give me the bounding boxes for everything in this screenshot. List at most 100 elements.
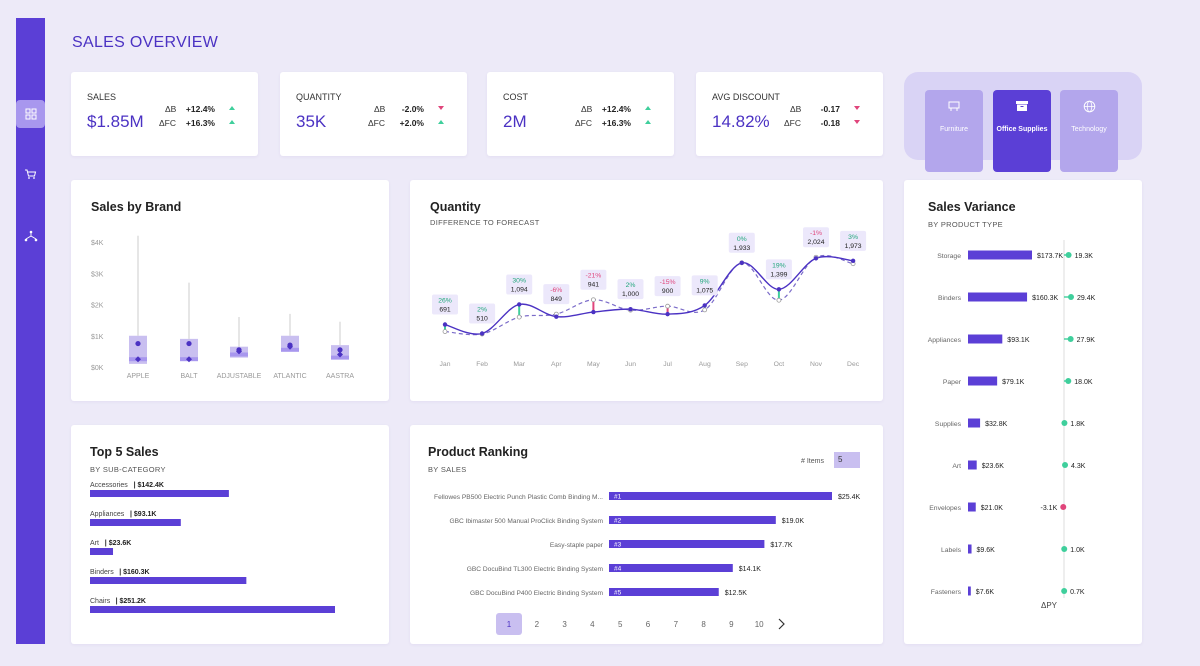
value-label: $32.8K <box>985 421 1008 428</box>
x-tick-label: Jan <box>440 361 451 368</box>
bar <box>90 577 247 584</box>
kpi-delta-value: +16.3% <box>185 118 215 128</box>
sales-variance-card: Sales Variance BY PRODUCT TYPE Storage $1… <box>904 180 1142 644</box>
category-label: Envelopes <box>929 505 961 512</box>
variance-label: -15% <box>660 279 676 286</box>
delta-point <box>1067 336 1074 342</box>
chevron-right-icon <box>778 618 785 630</box>
data-label-box <box>617 279 644 300</box>
value-bar <box>968 460 977 470</box>
value-label: 691 <box>439 307 451 314</box>
value-label: $23.6K <box>982 463 1005 470</box>
data-label-box <box>691 275 718 296</box>
category-button-technology[interactable]: Technology <box>1060 90 1118 172</box>
kpi-label: COST <box>503 92 529 102</box>
bar <box>90 548 114 555</box>
data-label-box <box>765 259 792 280</box>
cart-nav-button[interactable] <box>16 160 45 188</box>
data-label-box <box>432 294 458 315</box>
page-button-1[interactable]: 1 <box>496 613 522 635</box>
x-tick-label: Jun <box>625 361 636 368</box>
product-label: GBC DocuBind TL300 Electric Binding Syst… <box>467 566 604 573</box>
value-bar <box>968 502 976 512</box>
delta-label: 1.0K <box>1070 547 1085 554</box>
page-button-10[interactable]: 10 <box>754 619 764 629</box>
data-label-box <box>654 276 681 297</box>
page-button-2[interactable]: 2 <box>534 619 540 629</box>
delta-label: 29.4K <box>1077 295 1096 302</box>
category-button-furniture[interactable]: Furniture <box>925 90 983 172</box>
variance-label: 30% <box>512 277 526 284</box>
actual-point <box>517 302 522 307</box>
grid-icon <box>25 108 36 120</box>
mean-point <box>186 340 192 347</box>
kpi-label: AVG DISCOUNT <box>712 92 780 102</box>
forecast-point <box>442 329 448 334</box>
variance-label: 9% <box>700 278 710 285</box>
y-tick-label: $2K <box>91 303 104 310</box>
card-title: Sales Variance <box>928 200 1016 214</box>
page-button-9[interactable]: 9 <box>729 619 734 629</box>
delta-label: 18.0K <box>1074 379 1093 386</box>
card-subtitle: BY PRODUCT TYPE <box>928 220 1003 229</box>
value-bar <box>968 544 972 554</box>
actual-point <box>554 314 559 319</box>
delta-label: 27.9K <box>1077 337 1096 344</box>
top5-sales-chart: Accessories | $142.4K Appliances | $93.1K Ar… <box>90 482 335 613</box>
kpi-value: 35K <box>296 112 327 131</box>
rank-label: #3 <box>614 542 622 549</box>
delta-point <box>1065 252 1072 258</box>
arrow-up-icon <box>438 120 444 124</box>
page-button-6[interactable]: 6 <box>645 619 651 629</box>
kpi-delta-label: ΔB <box>165 104 177 114</box>
kpi-delta-value: -0.18 <box>820 118 840 128</box>
value-label: 1,094 <box>511 286 528 293</box>
data-label-box <box>469 303 496 324</box>
value-bar <box>968 250 1032 260</box>
card-subtitle: DIFFERENCE TO FORECAST <box>430 218 540 227</box>
product-ranking-card: Product Ranking BY SALES # Items 5 Fello… <box>410 425 883 644</box>
card-title: Sales by Brand <box>91 200 182 214</box>
value-label: 900 <box>662 288 674 295</box>
page-button-3[interactable]: 3 <box>562 619 567 629</box>
value-label: 941 <box>588 282 600 289</box>
hierarchy-icon <box>24 230 37 242</box>
x-tick-label: APPLE <box>127 373 150 380</box>
hierarchy-nav-button[interactable] <box>16 222 45 250</box>
arrow-up-icon <box>229 106 235 110</box>
y-tick-label: $0K <box>91 365 104 372</box>
mean-point <box>135 340 141 347</box>
globe-icon <box>1060 100 1118 116</box>
category-label: Fasteners <box>931 589 962 596</box>
y-tick-label: $3K <box>91 271 104 278</box>
items-count-label: # Items <box>801 458 824 465</box>
bar <box>609 564 733 572</box>
kpi-delta-label: ΔFC <box>784 118 802 128</box>
kpi-delta-value: +12.4% <box>601 104 631 114</box>
next-page-button[interactable] <box>768 613 794 635</box>
x-tick-label: Mar <box>513 361 525 368</box>
value-label: $17.7K <box>770 542 793 549</box>
page-button-4[interactable]: 4 <box>590 619 595 629</box>
delta-label: 4.3K <box>1071 463 1086 470</box>
category-button-office-supplies[interactable]: Office Supplies <box>993 90 1051 172</box>
actual-point <box>479 331 485 336</box>
items-count-input[interactable]: 5 <box>834 452 860 468</box>
dashboard-nav-button[interactable] <box>16 100 45 128</box>
page-button-7[interactable]: 7 <box>673 619 679 629</box>
kpi-delta-value: +2.0% <box>399 118 424 128</box>
arrow-down-icon <box>854 106 860 110</box>
card-subtitle: BY SALES <box>428 465 467 474</box>
actual-point <box>591 309 596 315</box>
category-label: Supplies <box>935 421 962 428</box>
page-button-5[interactable]: 5 <box>617 619 623 629</box>
variance-label: -6% <box>550 287 562 294</box>
card-title: Product Ranking <box>428 445 529 459</box>
page-button-8[interactable]: 8 <box>701 619 706 629</box>
min-point <box>337 351 343 358</box>
data-label-box <box>728 232 755 253</box>
category-label: Labels <box>941 547 962 554</box>
category-label: Appliances <box>90 511 125 518</box>
kpi-delta-value: +12.4% <box>185 104 215 114</box>
category-label: Technology <box>1071 126 1107 133</box>
